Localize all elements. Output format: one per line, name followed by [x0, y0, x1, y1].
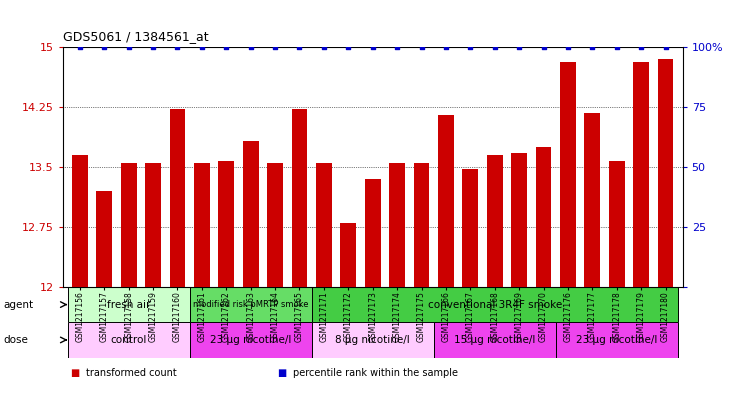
Bar: [190, 322, 311, 358]
Bar: [194, 163, 210, 393]
Point: [440, 44, 452, 50]
Point: [537, 44, 549, 50]
Bar: [413, 163, 430, 393]
Point: [171, 44, 183, 50]
Point: [415, 44, 427, 50]
Bar: [316, 163, 332, 393]
Point: [587, 44, 599, 50]
Text: 23 μg nicotine/l: 23 μg nicotine/l: [210, 335, 292, 345]
Point: [367, 44, 379, 50]
Point: [635, 44, 647, 50]
Text: agent: agent: [4, 299, 34, 310]
Bar: [560, 62, 576, 393]
Bar: [487, 155, 503, 393]
Bar: [68, 322, 190, 358]
Point: [245, 44, 257, 50]
Text: ■: ■: [277, 368, 286, 378]
Point: [391, 44, 403, 50]
Point: [513, 44, 525, 50]
Bar: [633, 62, 649, 393]
Bar: [96, 191, 112, 393]
Bar: [292, 110, 308, 393]
Bar: [68, 287, 190, 322]
Text: transformed count: transformed count: [86, 368, 177, 378]
Point: [98, 44, 110, 50]
Bar: [463, 169, 478, 393]
Point: [562, 44, 574, 50]
Text: percentile rank within the sample: percentile rank within the sample: [293, 368, 458, 378]
Bar: [340, 223, 356, 393]
Bar: [145, 163, 161, 393]
Bar: [389, 163, 405, 393]
Text: 15 μg nicotine/l: 15 μg nicotine/l: [454, 335, 535, 345]
Bar: [609, 161, 624, 393]
Point: [294, 44, 306, 50]
Text: control: control: [111, 335, 147, 345]
Point: [269, 44, 281, 50]
Point: [147, 44, 159, 50]
Point: [342, 44, 354, 50]
Point: [318, 44, 330, 50]
Bar: [267, 163, 283, 393]
Bar: [170, 110, 185, 393]
Bar: [190, 287, 311, 322]
Text: ■: ■: [70, 368, 80, 378]
Text: modified risk pMRTP smoke: modified risk pMRTP smoke: [193, 300, 308, 309]
Point: [221, 44, 232, 50]
Text: dose: dose: [4, 335, 29, 345]
Point: [123, 44, 134, 50]
Point: [464, 44, 476, 50]
Bar: [72, 155, 88, 393]
Bar: [218, 161, 234, 393]
Bar: [311, 322, 434, 358]
Bar: [438, 115, 454, 393]
Bar: [584, 113, 600, 393]
Bar: [556, 322, 677, 358]
Point: [196, 44, 208, 50]
Text: GDS5061 / 1384561_at: GDS5061 / 1384561_at: [63, 30, 208, 43]
Bar: [536, 147, 551, 393]
Bar: [365, 179, 381, 393]
Text: fresh air: fresh air: [107, 299, 151, 310]
Point: [489, 44, 500, 50]
Bar: [311, 287, 677, 322]
Bar: [434, 322, 556, 358]
Text: conventional 3R4F smoke: conventional 3R4F smoke: [427, 299, 562, 310]
Point: [611, 44, 623, 50]
Bar: [243, 141, 258, 393]
Bar: [121, 163, 137, 393]
Point: [74, 44, 86, 50]
Bar: [511, 152, 527, 393]
Text: 23 μg nicotine/l: 23 μg nicotine/l: [576, 335, 658, 345]
Point: [660, 44, 672, 50]
Text: 8 μg nicotine/l: 8 μg nicotine/l: [335, 335, 410, 345]
Bar: [658, 59, 674, 393]
